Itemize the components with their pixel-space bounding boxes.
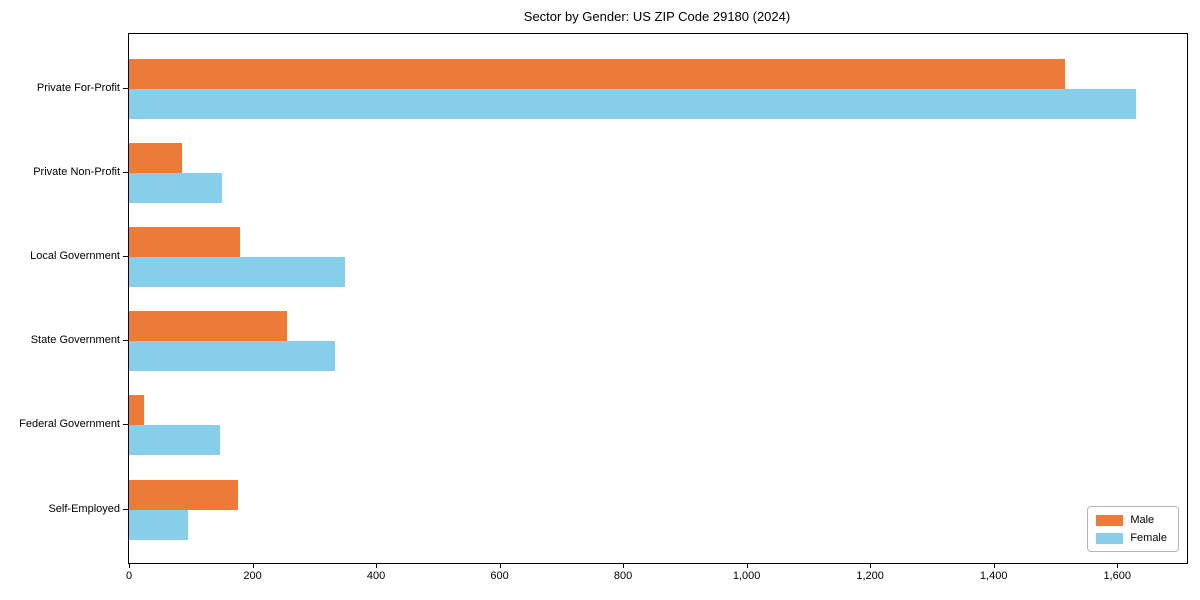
legend-label-female: Female bbox=[1130, 532, 1167, 544]
bar-male-state-government bbox=[129, 311, 288, 342]
y-tick-mark bbox=[123, 256, 128, 258]
y-tick-mark bbox=[123, 424, 128, 426]
bar-female-federal-government bbox=[129, 425, 221, 456]
y-tick-label: Local Government bbox=[30, 250, 120, 263]
x-tick-mark bbox=[376, 564, 378, 568]
x-tick-mark bbox=[870, 564, 872, 568]
bar-male-federal-government bbox=[129, 395, 144, 426]
legend-label-male: Male bbox=[1130, 514, 1155, 526]
x-tick-mark bbox=[252, 564, 254, 568]
bar-male-self-employed bbox=[129, 479, 239, 510]
bar-male-private-for-profit bbox=[129, 59, 1066, 89]
legend-entry-male: Male bbox=[1096, 514, 1167, 526]
chart-title: Sector by Gender: US ZIP Code 29180 (202… bbox=[523, 9, 791, 24]
x-tick-mark bbox=[129, 564, 130, 568]
y-tick-mark bbox=[123, 340, 128, 342]
x-tick-label: 1,600 bbox=[1103, 570, 1131, 582]
bar-female-self-employed bbox=[129, 509, 189, 540]
x-tick-label: 200 bbox=[243, 570, 262, 582]
y-tick-label: Private Non-Profit bbox=[33, 166, 120, 179]
x-tick-mark bbox=[1117, 564, 1119, 568]
y-tick-mark bbox=[123, 508, 128, 510]
x-tick-label: 1,200 bbox=[856, 570, 884, 582]
plot-area bbox=[128, 33, 1188, 564]
x-tick-label: 400 bbox=[366, 570, 386, 582]
bar-female-state-government bbox=[129, 341, 336, 372]
x-tick-label: 0 bbox=[125, 570, 133, 582]
y-tick-label: State Government bbox=[30, 334, 120, 347]
y-tick-label: Self-Employed bbox=[48, 502, 120, 515]
x-tick-mark bbox=[623, 564, 625, 568]
y-tick-mark bbox=[123, 88, 128, 89]
bar-male-local-government bbox=[129, 227, 241, 258]
bar-female-local-government bbox=[129, 257, 345, 288]
x-tick-mark bbox=[746, 564, 748, 568]
legend: Male Female bbox=[1087, 506, 1179, 552]
bar-male-private-non-profit bbox=[129, 143, 183, 174]
legend-swatch-female bbox=[1096, 532, 1124, 544]
legend-swatch-male bbox=[1096, 514, 1124, 526]
x-tick-mark bbox=[993, 564, 995, 568]
y-tick-label: Federal Government bbox=[19, 418, 120, 431]
bar-female-private-for-profit bbox=[129, 89, 1137, 119]
x-tick-label: 1,400 bbox=[979, 570, 1008, 582]
x-tick-label: 800 bbox=[613, 570, 633, 582]
x-tick-mark bbox=[499, 564, 501, 568]
bar-female-private-non-profit bbox=[129, 173, 223, 204]
x-tick-label: 600 bbox=[490, 570, 509, 582]
legend-entry-female: Female bbox=[1096, 532, 1167, 544]
y-tick-label: Private For-Profit bbox=[36, 82, 120, 94]
x-tick-label: 1,000 bbox=[732, 570, 761, 582]
y-tick-mark bbox=[123, 172, 128, 174]
